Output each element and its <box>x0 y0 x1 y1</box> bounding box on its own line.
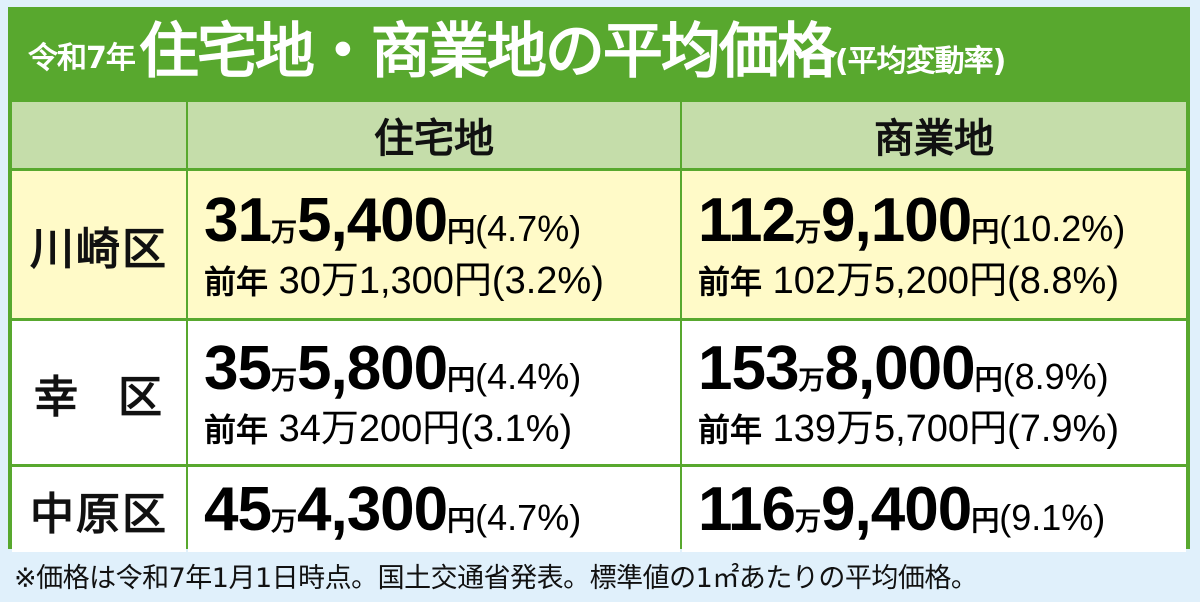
price-table-panel: 令和7年 住宅地・商業地の平均価格 (平均変動率) 住宅地 商業地 川崎区 31… <box>8 7 1190 552</box>
commercial-price-kawasaki: 112万9,100円(10.2%) 前年 102万5,200円(8.8%) <box>682 171 1186 318</box>
previous-year-price: 前年 30万1,300円(3.2%) <box>204 259 604 302</box>
current-price: 45万4,300円(4.7%) <box>204 474 582 544</box>
residential-price-saiwai: 35万5,800円(4.4%) 前年 34万200円(3.1%) <box>188 321 680 464</box>
header-corner <box>12 102 186 168</box>
table-title: 令和7年 住宅地・商業地の平均価格 (平均変動率) <box>8 7 1190 102</box>
footnote: ※価格は令和7年1月1日時点。国土交通省発表。標準値の1㎡あたりの平均価格。 <box>14 563 978 594</box>
price-table: 住宅地 商業地 川崎区 31万5,400円(4.7%) 前年 30万1,300円… <box>12 102 1186 552</box>
header-residential: 住宅地 <box>188 102 680 168</box>
ward-label-saiwai: 幸区 <box>12 321 186 464</box>
title-year: 令和7年 <box>28 41 136 76</box>
commercial-price-nakahara: 116万9,400円(9.1%) <box>682 467 1186 552</box>
title-main: 住宅地・商業地の平均価格 <box>138 17 837 87</box>
previous-year-price: 前年 139万5,700円(7.9%) <box>698 407 1119 450</box>
current-price: 31万5,400円(4.7%) <box>204 185 582 255</box>
current-price: 112万9,100円(10.2%) <box>698 185 1126 255</box>
current-price: 153万8,000円(8.9%) <box>698 333 1109 403</box>
current-price: 116万9,400円(9.1%) <box>698 474 1106 544</box>
title-subtitle: (平均変動率) <box>834 44 1006 79</box>
commercial-price-saiwai: 153万8,000円(8.9%) 前年 139万5,700円(7.9%) <box>682 321 1186 464</box>
ward-label-nakahara: 中原区 <box>12 467 186 552</box>
residential-price-nakahara: 45万4,300円(4.7%) <box>188 467 680 552</box>
header-commercial: 商業地 <box>682 102 1186 168</box>
previous-year-price: 前年 102万5,200円(8.8%) <box>698 259 1119 302</box>
previous-year-price: 前年 34万200円(3.1%) <box>204 407 573 450</box>
current-price: 35万5,800円(4.4%) <box>204 333 582 403</box>
ward-label-kawasaki: 川崎区 <box>12 171 186 318</box>
residential-price-kawasaki: 31万5,400円(4.7%) 前年 30万1,300円(3.2%) <box>188 171 680 318</box>
